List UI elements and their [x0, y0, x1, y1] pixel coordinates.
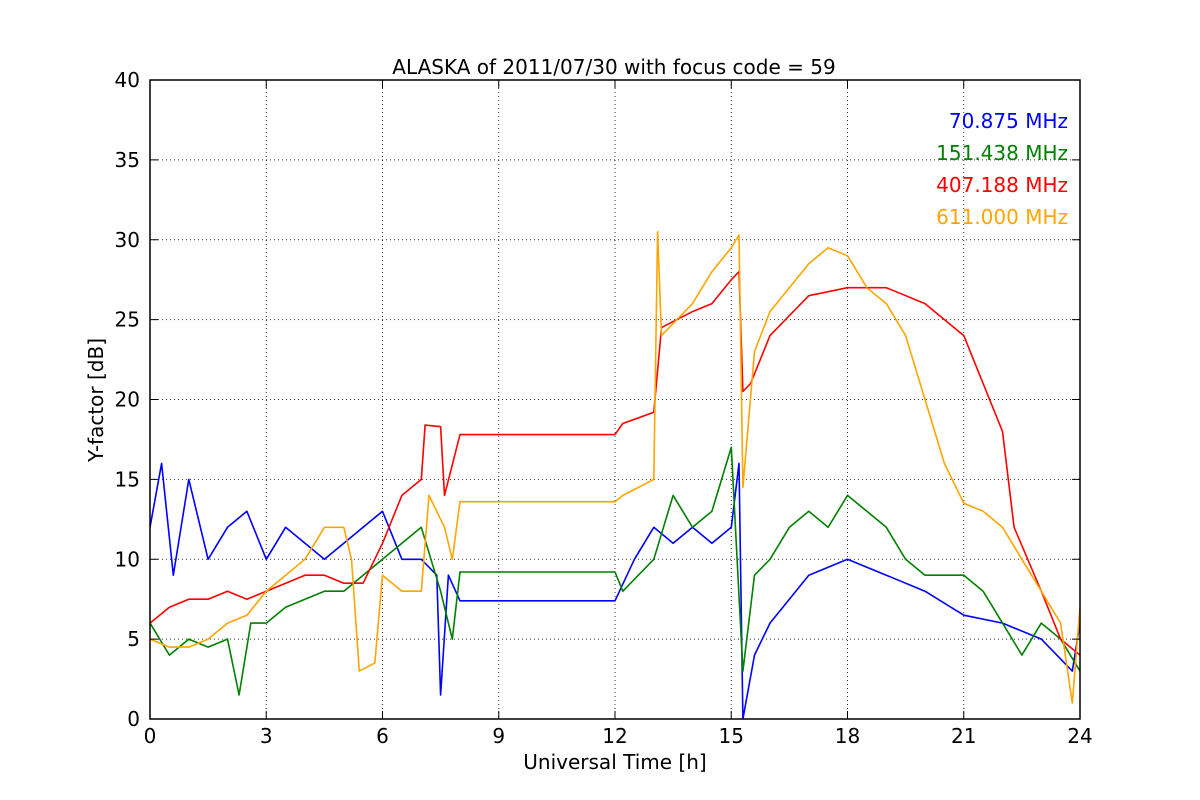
x-axis-label: Universal Time [h] [523, 750, 706, 774]
x-tick-label: 3 [260, 724, 273, 748]
x-tick-label: 0 [144, 724, 157, 748]
chart-title: ALASKA of 2011/07/30 with focus code = 5… [392, 55, 835, 79]
series-line-0 [150, 462, 1080, 719]
series-line-2 [150, 270, 1080, 656]
x-tick-label: 6 [376, 724, 389, 748]
legend-entry-0: 70.875 MHz [949, 109, 1068, 133]
x-tick-label: 24 [1067, 724, 1092, 748]
x-tick-label: 9 [492, 724, 505, 748]
y-tick-label: 40 [115, 68, 140, 92]
x-tick-label: 21 [951, 724, 976, 748]
y-tick-label: 15 [115, 467, 140, 491]
series-line-1 [150, 446, 1080, 696]
legend-entry-1: 151.438 MHz [936, 141, 1068, 165]
y-tick-label: 20 [115, 388, 140, 412]
y-tick-label: 5 [127, 627, 140, 651]
legend: 70.875 MHz 151.438 MHz 407.188 MHz 611.000 … [936, 109, 1068, 229]
y-tick-label: 25 [115, 308, 140, 332]
y-axis-label: Y-factor [dB] [84, 338, 108, 463]
x-tick-label: 15 [719, 724, 744, 748]
y-tick-label: 35 [115, 148, 140, 172]
y-tick-label: 30 [115, 228, 140, 252]
legend-entry-3: 611.000 MHz [936, 205, 1068, 229]
series-line-3 [150, 231, 1080, 704]
y-tick-label: 10 [115, 547, 140, 571]
x-tick-label: 12 [602, 724, 627, 748]
legend-entry-2: 407.188 MHz [936, 173, 1068, 197]
series-layer [150, 231, 1080, 719]
tick-layer: 0 3 6 9 12 15 18 21 24 0 5 10 15 20 25 30 35 40 [115, 68, 1093, 748]
x-tick-label: 18 [835, 724, 860, 748]
y-tick-label: 0 [127, 707, 140, 731]
grid-layer [150, 80, 1080, 719]
